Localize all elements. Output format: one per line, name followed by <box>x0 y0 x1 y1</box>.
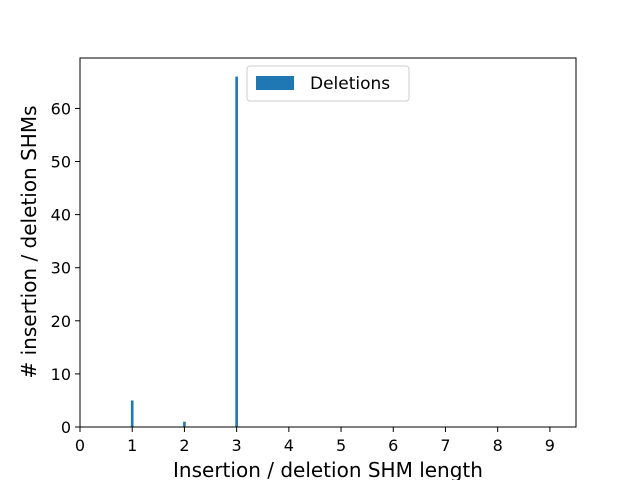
y-tick-label: 60 <box>51 99 71 118</box>
y-axis-label: # insertion / deletion SHMs <box>17 106 41 379</box>
x-tick-label: 3 <box>232 436 242 455</box>
axes-frame <box>79 57 577 428</box>
legend-box <box>246 65 410 102</box>
x-tick-label: 5 <box>336 436 346 455</box>
x-tick-label: 1 <box>127 436 137 455</box>
x-tick-label: 2 <box>179 436 189 455</box>
y-tick-label: 0 <box>61 418 71 437</box>
x-tick-label: 9 <box>545 436 555 455</box>
bar-length-1 <box>130 400 134 427</box>
bar-length-2 <box>183 421 186 427</box>
legend: Deletions <box>246 65 410 102</box>
y-tick-label: 30 <box>51 259 71 278</box>
y-tick-label: 40 <box>51 206 71 225</box>
y-tick-label: 10 <box>51 365 71 384</box>
legend-swatch <box>256 76 294 90</box>
x-tick-label: 8 <box>493 436 503 455</box>
y-axis-ticks: 0 10 20 30 40 50 60 <box>51 99 80 437</box>
x-tick-label: 6 <box>388 436 398 455</box>
y-tick-label: 50 <box>51 153 71 172</box>
x-axis-ticks: 0 1 2 3 4 5 6 7 8 9 <box>75 427 555 455</box>
x-tick-label: 4 <box>284 436 294 455</box>
legend-label: Deletions <box>310 74 390 94</box>
plot-area <box>80 58 576 427</box>
x-tick-label: 7 <box>440 436 450 455</box>
x-axis-label: Insertion / deletion SHM length <box>173 458 483 480</box>
x-tick-label: 0 <box>75 436 85 455</box>
bar-length-3 <box>235 76 238 427</box>
y-tick-label: 20 <box>51 312 71 331</box>
bars-layer <box>130 76 238 427</box>
